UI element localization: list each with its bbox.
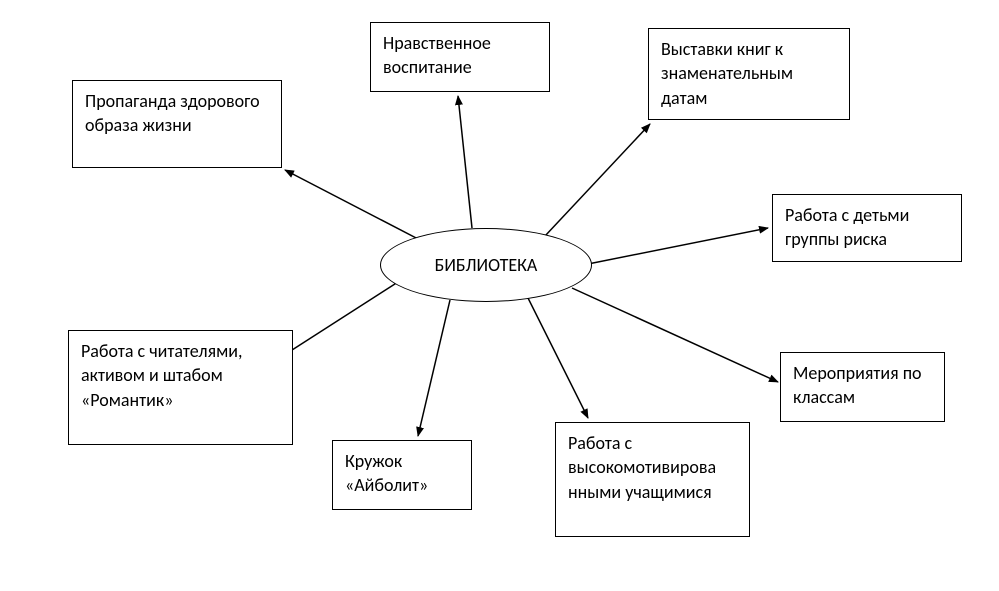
node-risk: Работа с детьми группы риска [772,194,962,262]
node-circle: Кружок «Айболит» [332,440,472,510]
edge-line [418,300,450,436]
node-classes: Мероприятия по классам [780,352,945,422]
node-motivated: Работа с высокомотивирова нными учащимис… [555,422,750,537]
node-label: Нравственное воспитание [383,32,491,78]
edge-line [545,124,650,236]
edge-line [528,298,588,418]
node-label: Выставки книг к знаменательным датам [661,38,793,109]
edge-line [285,170,420,240]
edge-line [458,96,472,228]
node-label: Работа с детьми группы риска [785,204,909,250]
node-readers: Работа с читателями, активом и штабом «Р… [68,330,293,445]
node-label: Работа с читателями, активом и штабом «Р… [81,340,243,411]
center-label: БИБЛИОТЕКА [435,254,538,276]
node-health: Пропаганда здорового образа жизни [72,80,282,168]
node-label: Мероприятия по классам [793,362,922,408]
node-moral: Нравственное воспитание [370,22,550,92]
node-label: Работа с высокомотивирова нными учащимис… [568,432,716,503]
diagram-canvas: БИБЛИОТЕКА Пропаганда здорового образа ж… [0,0,999,591]
edge-line [588,228,768,264]
node-label: Кружок «Айболит» [345,450,428,496]
node-label: Пропаганда здорового образа жизни [85,90,260,136]
edge-line [572,288,778,382]
center-node: БИБЛИОТЕКА [380,228,592,302]
node-exhibits: Выставки книг к знаменательным датам [648,28,850,120]
